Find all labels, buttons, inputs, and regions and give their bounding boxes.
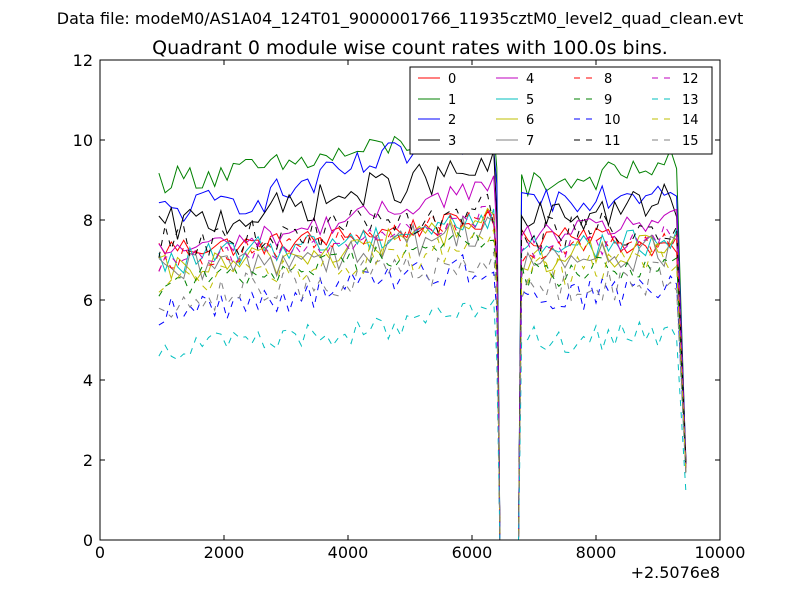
x-tick-label: 10000 bbox=[695, 543, 746, 562]
legend-label-10: 10 bbox=[604, 113, 621, 128]
legend-label-4: 4 bbox=[526, 72, 534, 87]
series-line-13 bbox=[158, 298, 687, 541]
y-tick-label: 4 bbox=[83, 371, 93, 390]
series-line-1 bbox=[158, 111, 687, 541]
series-line-9 bbox=[158, 229, 687, 541]
legend-label-0: 0 bbox=[448, 72, 456, 87]
legend-box bbox=[409, 66, 713, 155]
series-line-8 bbox=[158, 211, 687, 541]
y-tick-label: 2 bbox=[83, 451, 93, 470]
y-tick-label: 12 bbox=[73, 51, 93, 70]
legend-label-8: 8 bbox=[604, 72, 612, 87]
series-line-15 bbox=[158, 251, 687, 541]
legend-label-2: 2 bbox=[448, 113, 456, 128]
chart-title: Quadrant 0 module wise count rates with … bbox=[152, 37, 668, 59]
y-tick-label: 8 bbox=[83, 211, 93, 230]
plot-area bbox=[158, 111, 687, 541]
x-tick-label: 8000 bbox=[576, 543, 617, 562]
x-tick-label: 6000 bbox=[452, 543, 493, 562]
legend-label-3: 3 bbox=[448, 134, 456, 149]
x-tick-label: 4000 bbox=[328, 543, 369, 562]
x-tick-label: 0 bbox=[95, 543, 105, 562]
series-line-5 bbox=[158, 208, 687, 541]
y-tick-label: 6 bbox=[83, 291, 93, 310]
x-offset-label: +2.5076e8 bbox=[631, 563, 720, 582]
y-tick-label: 0 bbox=[83, 531, 93, 550]
series-line-11 bbox=[158, 193, 687, 541]
series-line-12 bbox=[158, 205, 687, 541]
legend-label-1: 1 bbox=[448, 93, 456, 108]
chart-suptitle: Data file: modeM0/AS1A04_124T01_90000017… bbox=[57, 9, 743, 29]
series-line-10 bbox=[158, 253, 687, 541]
x-tick-label: 2000 bbox=[204, 543, 245, 562]
series-line-14 bbox=[158, 229, 687, 541]
legend-label-15: 15 bbox=[682, 134, 699, 149]
series-line-2 bbox=[158, 123, 687, 541]
legend-label-7: 7 bbox=[526, 134, 534, 149]
legend-label-13: 13 bbox=[682, 93, 699, 108]
legend-label-9: 9 bbox=[604, 93, 612, 108]
legend-label-14: 14 bbox=[682, 113, 699, 128]
y-tick-label: 10 bbox=[73, 131, 93, 150]
series-line-3 bbox=[158, 150, 687, 541]
legend-label-12: 12 bbox=[682, 72, 699, 87]
legend-label-5: 5 bbox=[526, 93, 534, 108]
legend-label-6: 6 bbox=[526, 113, 534, 128]
legend-label-11: 11 bbox=[604, 134, 621, 149]
